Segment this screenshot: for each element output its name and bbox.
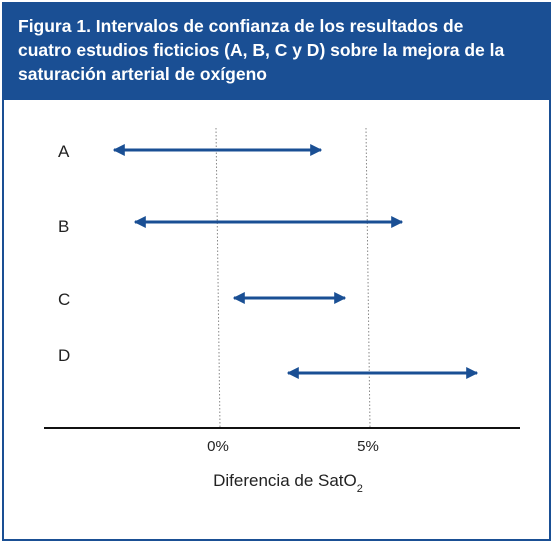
category-label-a: A	[58, 142, 70, 161]
reference-lines	[215, 127, 371, 429]
figure-title: Figura 1. Intervalos de confianza de los…	[4, 4, 549, 100]
title-line-1: Figura 1. Intervalos de confianza de los…	[18, 16, 464, 36]
x-axis-label-text: Diferencia de SatO	[213, 471, 357, 490]
reference-line-0	[215, 127, 221, 429]
x-tick-label: 5%	[357, 438, 379, 455]
x-axis-label: Diferencia de SatO2	[213, 471, 363, 495]
category-labels: A B C D	[58, 142, 70, 365]
x-tick-labels: 0% 5%	[207, 438, 379, 455]
x-axis-label-subscript: 2	[357, 483, 363, 495]
interval-series	[112, 144, 479, 379]
reference-line-1	[365, 127, 371, 429]
category-label-c: C	[58, 290, 70, 309]
category-label-d: D	[58, 346, 70, 365]
x-tick-label: 0%	[207, 438, 229, 455]
figure-frame: Figura 1. Intervalos de confianza de los…	[2, 2, 551, 541]
title-line-3: saturación arterial de oxígeno	[18, 64, 267, 84]
title-line-2: cuatro estudios ficticios (A, B, C y D) …	[18, 40, 505, 60]
category-label-b: B	[58, 217, 69, 236]
